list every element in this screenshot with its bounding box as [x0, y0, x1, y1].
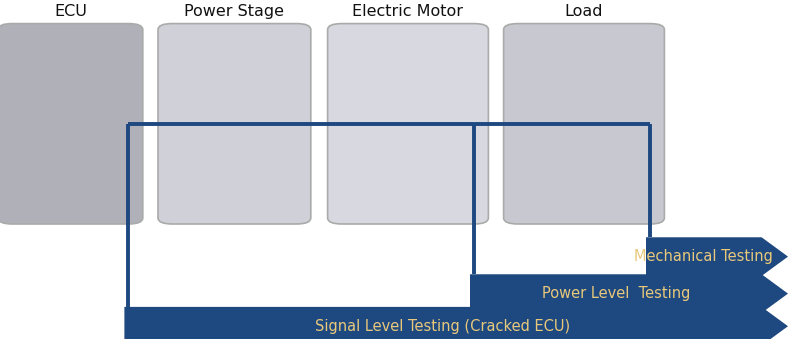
Text: Power Level  Testing: Power Level Testing [542, 286, 690, 301]
Text: Electric Motor: Electric Motor [353, 3, 463, 19]
Text: Mechanical Testing: Mechanical Testing [634, 249, 774, 264]
FancyBboxPatch shape [328, 24, 488, 224]
Text: ECU: ECU [54, 3, 87, 19]
FancyBboxPatch shape [504, 24, 664, 224]
Text: Power Stage: Power Stage [184, 3, 285, 19]
FancyBboxPatch shape [158, 24, 310, 224]
Polygon shape [124, 307, 788, 339]
Text: Signal Level Testing (Cracked ECU): Signal Level Testing (Cracked ECU) [315, 319, 570, 334]
Polygon shape [646, 237, 788, 276]
Polygon shape [470, 274, 788, 313]
Text: Load: Load [565, 3, 603, 19]
FancyBboxPatch shape [0, 24, 142, 224]
